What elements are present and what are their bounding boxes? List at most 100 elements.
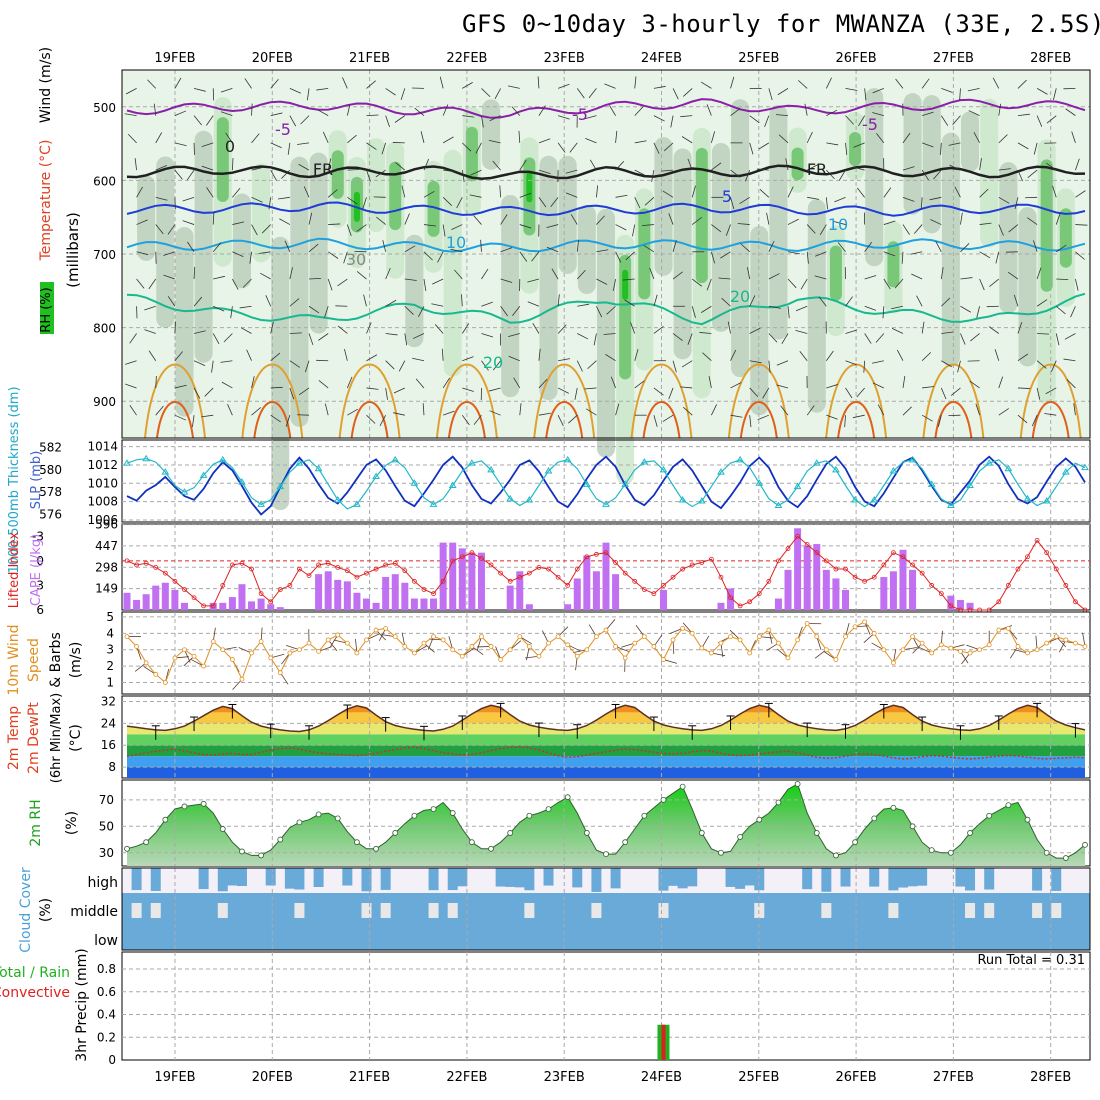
wind-barb [227,404,233,416]
wind-barb [940,115,949,126]
lifted-index-point [402,568,408,574]
wind-barb [213,275,226,280]
wind-barb [261,224,271,234]
lifted-index-point [249,566,254,572]
wind-barb [232,251,244,258]
wind-barb [577,333,589,340]
cloud-middle-low [122,893,1090,950]
rh-contour-fill [216,117,229,202]
wind-barb [718,277,731,280]
wind-barb [500,214,508,225]
rh-point [200,800,207,807]
wind-speed-point [411,650,417,656]
wind-barb [725,224,731,236]
wind-barb [182,220,195,225]
wind-barb [155,224,164,235]
rh-contour-fill [290,156,309,427]
wind-barb [1065,108,1076,116]
wind-barb [768,88,773,101]
wind-barb [129,333,137,344]
wind-barb [376,216,386,225]
rh-contour-fill [194,130,213,363]
wind-barb [691,306,696,318]
wind-barb [826,414,838,420]
wind-barb [324,306,329,318]
wind-barb [289,387,295,400]
wind-barb [201,142,214,147]
rh-point [603,851,609,857]
wind-barb [596,185,599,198]
wind-barb [920,197,923,210]
wind-barb [481,268,489,280]
wind-speed-point [316,648,322,654]
lifted-index-point [891,550,896,556]
wind-barb [683,406,693,416]
isotherm-line [447,401,486,439]
wind-barb [363,294,367,307]
wind-barb [401,185,406,198]
wind-barb [837,242,846,253]
wind-barb [462,115,475,118]
wind-barb [680,386,693,389]
wind-barb [473,215,482,225]
thickness-point [199,471,208,478]
wind-barb [508,333,520,337]
cape-bar [315,574,323,610]
wind-barb [1044,413,1057,416]
cloud-mid-gap [821,903,832,918]
wind-barb [513,377,521,389]
wind-barb [668,213,674,225]
wind-barb [434,324,444,334]
wind-barb [653,115,665,122]
wind-barb [270,414,281,423]
wind-barb [347,196,358,205]
lifted-index-point [948,603,954,609]
wind-barb [596,249,609,253]
wind-barb [337,325,348,334]
y-tick-label: 900 [93,395,116,409]
wind-barb [989,278,1000,287]
cape-bar [468,552,476,610]
y-tick-label: 298 [95,560,118,574]
y-tick-label: 500 [93,101,116,115]
wind-barb [739,196,750,205]
wind-barb [231,158,234,171]
lifted-index-point [728,595,733,601]
wind-barb [653,415,658,427]
wind-barb [232,278,239,290]
lifted-index-point [833,566,839,572]
wind-barb [883,278,891,290]
thickness-point [889,466,898,474]
y-tick-label: 578 [39,485,62,499]
wind-barb [853,142,865,148]
wind-barb [289,115,297,127]
wind-barb [609,105,616,116]
lifted-index-point [517,574,523,580]
wind-speed-point [881,647,887,653]
wind-barb [795,329,808,334]
wind-barb [366,142,377,150]
wind-barb [845,387,853,399]
wind-speed-point [479,634,484,639]
wind-barb [404,333,408,346]
wind-barb [938,415,942,427]
wind-barb [737,223,750,225]
wind-speed-point [651,644,657,649]
cloud-high-bar [495,868,506,887]
cloud-layer-label: high [87,875,118,891]
cloud-high-bar [984,868,995,890]
isotherm-line [126,98,1086,119]
cloud-high-bar [543,868,554,886]
wind-speed-point [517,634,523,639]
wind-speed-point [469,644,475,649]
wind-barb [412,357,425,362]
wind-barb [298,387,310,396]
wind-barb [473,414,482,425]
wind-barb [488,387,501,392]
wind-barb [167,224,176,235]
wind-barb [576,269,586,280]
rh-point [507,830,514,836]
wind-barb [344,348,348,361]
y-tick-label: 3 [36,578,44,592]
rh-point [1005,802,1012,809]
